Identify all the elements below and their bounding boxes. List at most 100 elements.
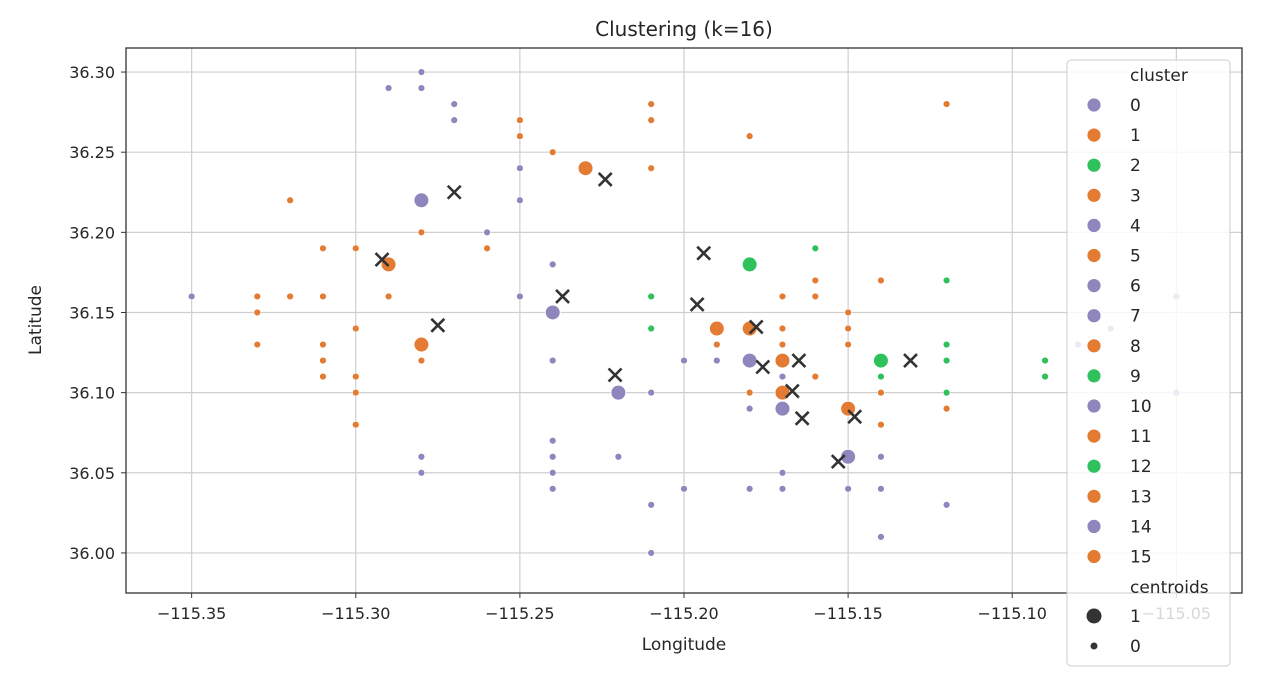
data-point [549,453,557,461]
big-data-point [774,352,791,369]
legend-label: 12 [1130,457,1152,477]
x-tick-label: −115.25 [485,604,554,623]
data-point [384,292,393,301]
data-point [647,549,655,557]
data-point [450,100,458,108]
legend-label: 8 [1130,337,1141,357]
legend-label: 0 [1130,96,1141,116]
centroid-stroke [597,172,613,187]
big-data-point [840,448,857,465]
data-point [614,453,623,461]
legend-swatch [1086,157,1102,173]
centroid-stroke [607,367,623,383]
data-point [1041,356,1049,365]
data-point [778,292,787,301]
data-point [811,276,819,285]
data-point [680,485,688,493]
data-point [516,164,524,172]
y-tick-label: 36.05 [69,464,115,483]
data-point [877,485,885,493]
centroid-x-marker [696,245,712,261]
data-point [483,244,491,253]
big-data-point [544,304,561,321]
data-point [942,356,951,365]
y-tick-label: 36.30 [69,63,115,82]
data-point [877,372,885,381]
legend-swatch [1086,519,1102,534]
legend-swatch [1086,338,1102,354]
data-point [417,84,426,92]
centroid-stroke [689,297,705,312]
legend-label: 6 [1130,277,1141,297]
data-point [417,469,426,477]
centroid-x-marker [374,252,390,268]
data-point [549,437,557,445]
data-point [549,148,557,156]
data-point [942,388,951,397]
data-point [942,340,951,349]
legend-label: 4 [1130,216,1141,236]
legend-swatch [1086,97,1102,113]
x-tick-label: −115.30 [321,604,390,623]
data-point [516,196,524,204]
data-point [516,116,524,124]
data-point [549,485,557,493]
big-data-point [708,320,725,337]
data-point [417,356,426,365]
legend-label: 5 [1130,247,1141,267]
data-point [745,485,754,493]
data-point [877,453,885,461]
chart-title: Clustering (k=16) [595,17,773,41]
centroid-x-marker [597,172,613,187]
data-point [516,132,524,140]
centroid-x-marker [794,410,810,426]
data-point [187,292,196,301]
legend-label: 15 [1130,548,1152,568]
data-point [877,388,885,397]
data-point [877,276,885,285]
data-point [811,244,819,253]
data-point [745,404,754,413]
data-point [844,485,852,493]
centroid-stroke [794,410,810,426]
centroid-stroke [903,353,918,368]
centroid-x-marker [903,353,918,368]
data-point [844,308,852,317]
data-point [1041,372,1049,381]
legend-swatch [1086,428,1102,444]
data-point [549,469,557,477]
data-point [286,196,294,204]
centroid-stroke [430,317,446,333]
centroid-x-marker [830,454,846,469]
legend-size-swatch [1090,642,1098,650]
y-tick-label: 36.00 [69,544,115,563]
data-point [319,340,327,349]
data-point [778,340,787,349]
centroid-x-marker [791,353,807,368]
centroid-stroke [374,252,390,268]
centroid-x-marker [755,359,771,375]
data-point [647,292,655,301]
legend-swatch [1086,127,1102,143]
data-point [253,308,261,317]
x-tick-label: −115.20 [649,604,718,623]
y-tick-label: 36.15 [69,303,115,322]
data-point [647,100,655,108]
big-data-point [577,160,594,177]
data-point [319,372,327,381]
legend-label: 13 [1130,487,1152,507]
data-point [680,356,688,365]
data-point [778,485,787,493]
data-point [778,469,787,477]
legend-label: 3 [1130,186,1141,206]
data-point [352,324,360,333]
data-point [549,260,557,269]
legend-swatch [1086,187,1102,203]
axis-ticks: −115.35 −115.30 −115.25 −115.20 −115.15 −115.… [69,63,1211,623]
data-point [549,356,557,365]
centroid-x-marker [607,367,623,383]
legend-label: 1 [1130,126,1141,146]
data-point [352,244,360,253]
